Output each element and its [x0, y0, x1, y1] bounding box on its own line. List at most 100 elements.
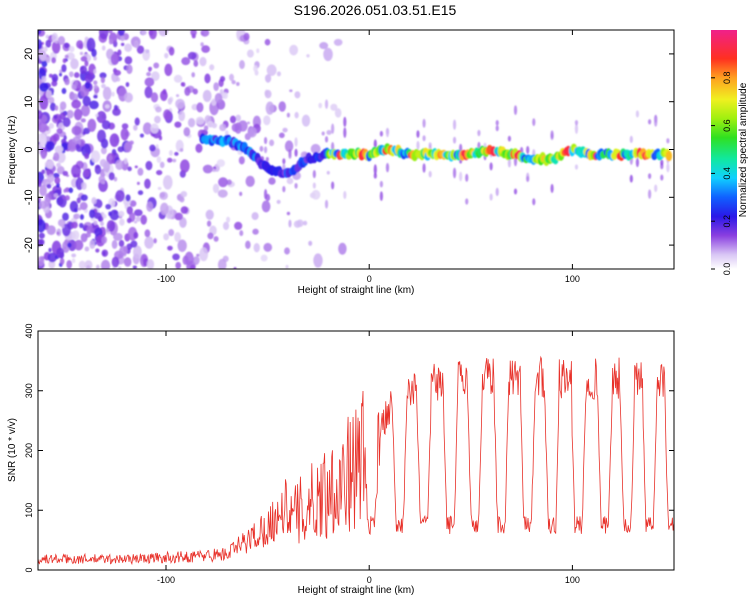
spectrogram-cell: [94, 164, 102, 175]
spectrogram-cell: [207, 232, 214, 240]
x-tick-label: 100: [565, 274, 580, 284]
spectrogram-cell: [313, 253, 323, 268]
spectrogram-cell: [75, 143, 80, 149]
spectrogram-cell: [289, 89, 293, 93]
spectrogram-cell: [115, 189, 125, 202]
spectrogram-cell: [84, 246, 90, 252]
spectrogram-cell: [181, 57, 191, 66]
spectrogram-cell: [56, 231, 60, 235]
spectrogram-cell: [159, 191, 168, 200]
spectrogram-cell: [56, 247, 65, 259]
colorbar-tick-label: 0.0: [722, 263, 732, 276]
spectrogram-cell: [428, 170, 432, 178]
spectrogram-cell: [178, 110, 186, 122]
snr-x-label: Height of straight line (km): [298, 585, 415, 596]
spectrogram-cell: [226, 216, 231, 223]
spectrogram-cell: [150, 123, 159, 134]
spectrogram-cell: [167, 245, 173, 251]
spectrogram-cell: [79, 51, 84, 56]
spectrogram-cell: [59, 101, 67, 111]
spectrogram-cell: [326, 170, 330, 175]
spectrogram-cell: [142, 122, 152, 135]
spectrogram-cell: [213, 82, 219, 92]
spectrogram-cell: [245, 175, 255, 187]
spectrogram-cell: [199, 56, 207, 67]
spectrogram-cell: [184, 251, 194, 266]
spectrogram-cell: [294, 148, 298, 157]
spectrogram-cell: [550, 130, 554, 139]
spectrogram-cell: [71, 99, 82, 109]
spectrogram-cell: [175, 94, 180, 98]
spectrogram-cell: [635, 110, 640, 118]
spectrogram-cell: [144, 77, 155, 87]
spectrogram-cell: [112, 107, 121, 116]
spectrogram-cell: [91, 244, 95, 249]
spectrogram-cell: [136, 181, 140, 186]
spectrogram-cell: [286, 112, 291, 118]
spectrogram-cell: [422, 163, 426, 173]
spectrogram-cell: [38, 109, 43, 120]
spectrogram-cell: [219, 123, 227, 132]
spectrogram-cell: [629, 174, 633, 183]
spectrogram-cell: [98, 30, 109, 40]
spectrogram-cell: [168, 46, 175, 56]
spectrogram-cell: [105, 203, 112, 210]
x-tick-label: 100: [565, 575, 580, 585]
spectrogram-cell: [57, 36, 66, 45]
spectrogram-cell: [231, 79, 236, 85]
spectrogram-cell: [507, 135, 512, 142]
spectrogram-cell: [38, 30, 42, 35]
spectrogram-cell: [379, 130, 383, 137]
spectrogram-x-label: Height of straight line (km): [298, 285, 415, 296]
spectrogram-cell: [229, 115, 237, 124]
spectrogram-cell: [416, 130, 420, 138]
spectrogram-cell: [145, 160, 153, 171]
spectrogram-cell: [168, 229, 175, 237]
spectrogram-cell: [59, 72, 63, 77]
spectrogram-cell: [156, 169, 163, 176]
spectrogram-cell: [263, 188, 268, 200]
spectrogram-cell: [269, 139, 275, 147]
spectrogram-cell: [108, 30, 113, 34]
spectrogram-cell: [130, 240, 138, 248]
spectrogram-cell: [47, 174, 55, 183]
spectrogram-cell: [174, 212, 183, 221]
spectrogram-cell: [286, 177, 294, 185]
spectrogram-cell: [343, 116, 347, 127]
spectrogram-cell: [144, 236, 154, 249]
x-tick-label: 0: [367, 575, 372, 585]
spectrogram-cell: [113, 232, 123, 241]
spectrogram-cell: [212, 183, 220, 194]
spectrogram-cell: [167, 157, 173, 163]
spectrogram-cell: [125, 82, 130, 87]
spectrogram-cell: [119, 246, 128, 256]
spectrogram-y-ticks: -20 -10 0 10 20: [23, 48, 674, 253]
spectrogram-cell: [174, 231, 181, 243]
spectrogram-cell: [121, 123, 129, 130]
spectrogram-cell: [39, 238, 45, 246]
spectrogram-cell: [379, 180, 383, 188]
spectrogram-cell: [108, 39, 114, 45]
spectrogram-cell: [213, 236, 219, 242]
spectrogram-cell: [159, 202, 169, 216]
spectrogram-cell: [89, 100, 99, 110]
spectrogram-cell: [146, 71, 151, 77]
spectrogram-cell: [124, 56, 133, 65]
spectrogram-cell: [74, 239, 84, 251]
colorbar-tick-label: 0.8: [722, 72, 732, 85]
spectrogram-cell: [192, 88, 198, 95]
spectrogram-cell: [282, 127, 288, 133]
spectrogram-cell: [306, 54, 310, 58]
spectrogram-cell: [209, 64, 215, 71]
spectrogram-cell: [93, 84, 98, 89]
spectrogram-cell: [179, 217, 187, 228]
spectrogram-cell: [222, 92, 228, 100]
spectrogram-cell: [294, 111, 299, 119]
snr-panel: -100 0 100 0 100 200 300 400 Height of straigh…: [7, 323, 675, 596]
spectrogram-cell: [93, 94, 98, 99]
spectrogram-cell: [195, 116, 205, 125]
spectrogram-cell: [68, 187, 74, 194]
spectrogram-cell: [76, 40, 84, 49]
spectrogram-cell: [289, 44, 299, 56]
